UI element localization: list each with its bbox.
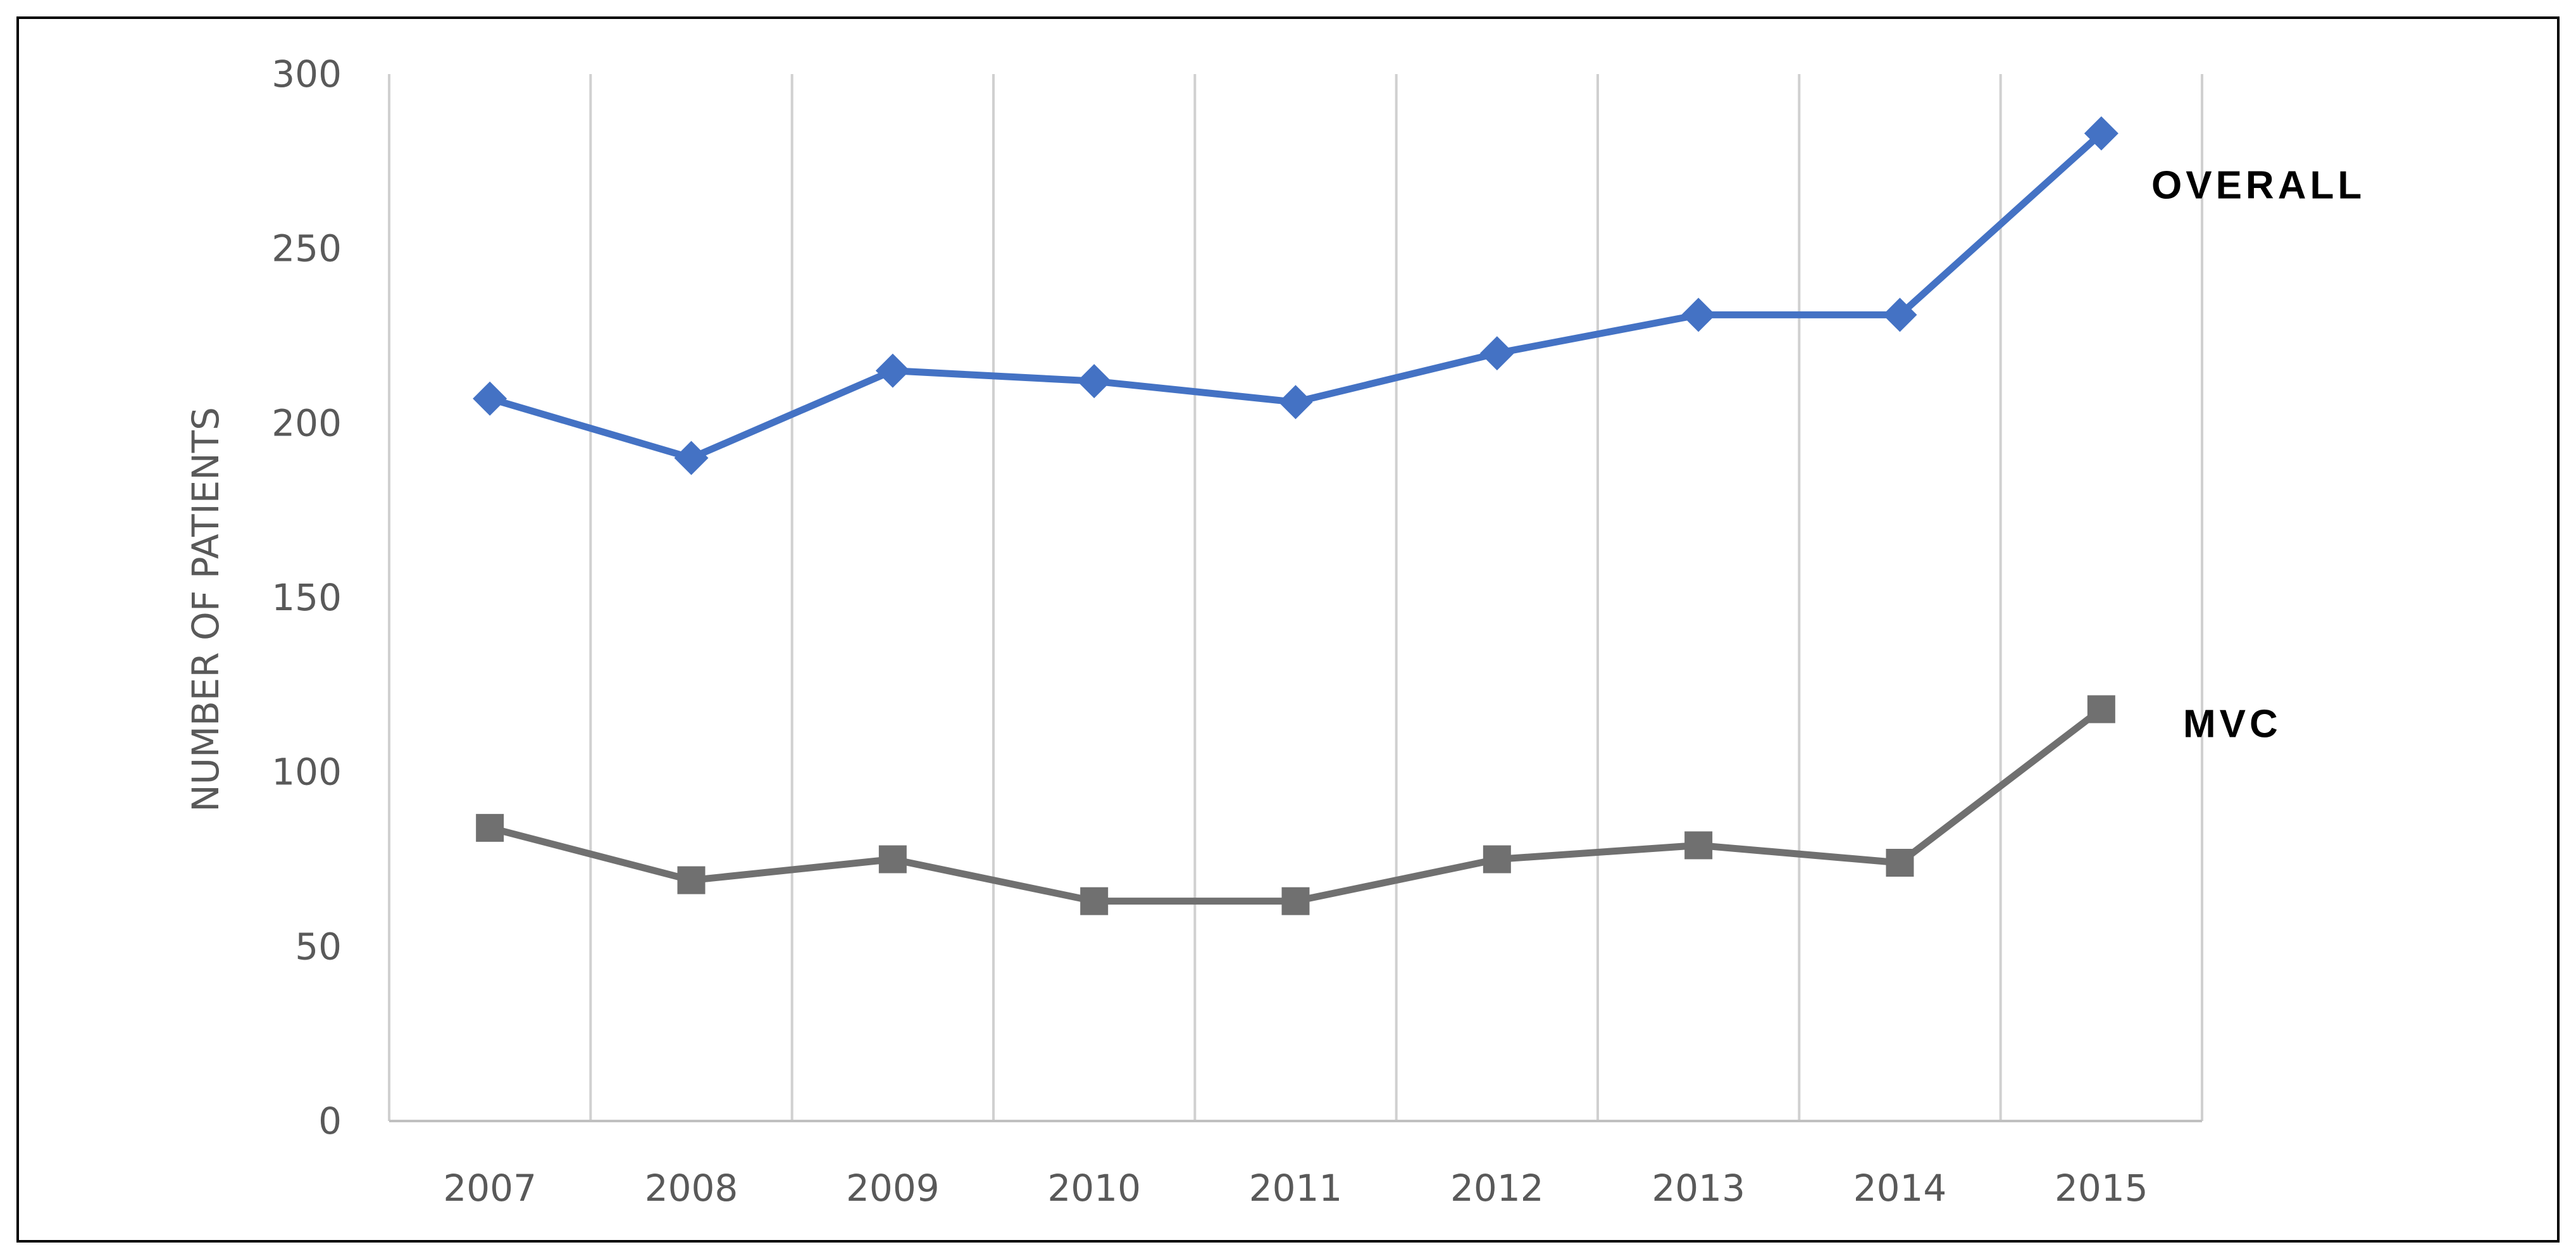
x-tick-label: 2009: [846, 1167, 940, 1210]
series-labels: OVERALL MVC: [2151, 164, 2365, 746]
data-point-overall: [1278, 385, 1313, 420]
chart-frame: [16, 16, 2560, 1243]
data-point-mvc: [878, 845, 907, 874]
series-label-overall: OVERALL: [2151, 164, 2365, 208]
data-point-mvc: [476, 813, 504, 842]
x-tick-label: 2011: [1249, 1167, 1343, 1210]
data-point-overall: [1479, 336, 1514, 371]
x-tick-label: 2014: [1853, 1167, 1947, 1210]
data-point-overall: [1882, 298, 1917, 332]
series: [473, 116, 2119, 915]
data-point-mvc: [1684, 831, 1713, 860]
data-point-mvc: [1080, 887, 1109, 915]
y-tick-label: 0: [318, 1099, 342, 1143]
x-tick-label: 2013: [1652, 1167, 1745, 1210]
y-tick-label: 100: [271, 751, 342, 794]
x-tick-label: 2012: [1450, 1167, 1544, 1210]
data-point-overall: [875, 353, 910, 388]
grid-lines: [388, 74, 2203, 1121]
x-tick-labels: 2007 2008 2009 2010 2011 2012 2013 2014 2015: [443, 1167, 2148, 1210]
y-tick-label: 250: [271, 227, 342, 270]
x-tick-label: 2010: [1047, 1167, 1141, 1210]
y-tick-label: 150: [271, 576, 342, 619]
y-tick-label: 300: [271, 53, 342, 96]
data-point-overall: [674, 441, 709, 475]
data-point-overall: [2084, 116, 2119, 151]
data-point-mvc: [1886, 849, 1914, 877]
data-point-mvc: [2087, 695, 2115, 723]
series-line-mvc: [486, 705, 2105, 905]
y-tick-label: 50: [295, 925, 342, 968]
x-tick-label: 2008: [645, 1167, 738, 1210]
data-point-overall: [473, 381, 507, 416]
data-point-mvc: [1281, 887, 1310, 915]
data-point-overall: [1681, 298, 1716, 332]
y-tick-label: 200: [271, 401, 342, 444]
x-tick-label: 2015: [2055, 1167, 2148, 1210]
data-point-mvc: [677, 866, 706, 894]
x-tick-label: 2007: [443, 1167, 537, 1210]
y-tick-labels: 0 50 100 150 200 250 300: [271, 53, 342, 1143]
data-point-mvc: [1483, 845, 1511, 874]
series-label-mvc: MVC: [2183, 702, 2282, 746]
data-point-overall: [1077, 364, 1112, 399]
y-axis-title: NUMBER OF PATIENTS: [184, 407, 227, 812]
